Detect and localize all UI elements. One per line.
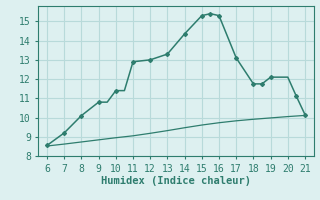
X-axis label: Humidex (Indice chaleur): Humidex (Indice chaleur) [101,176,251,186]
